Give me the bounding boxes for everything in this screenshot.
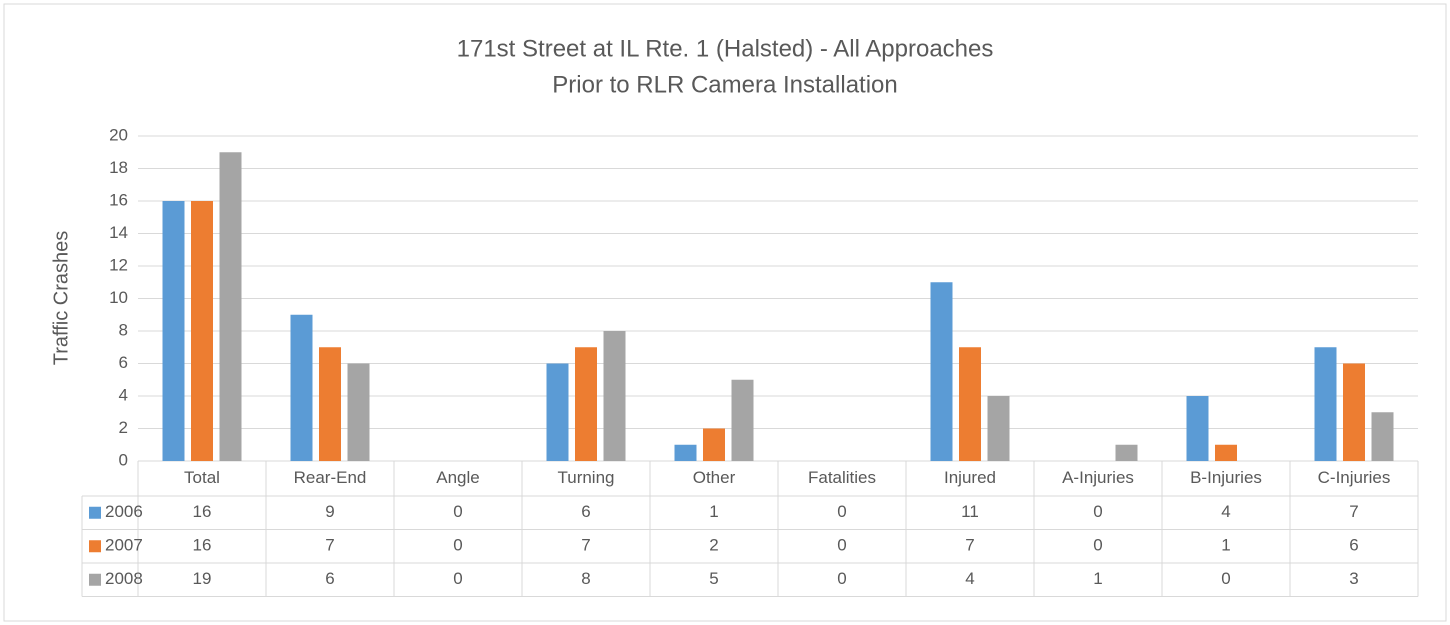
chart-subtitle: Prior to RLR Camera Installation (552, 71, 897, 98)
legend-label: 2008 (105, 569, 143, 588)
table-value: 7 (1349, 502, 1358, 521)
bar (219, 152, 242, 461)
x-tick-label: Turning (557, 468, 614, 487)
bar (703, 428, 725, 461)
bar (1215, 444, 1237, 461)
x-tick-label: Angle (436, 468, 479, 487)
bar (959, 347, 981, 461)
table-value: 4 (1221, 502, 1230, 521)
table-value: 1 (1093, 569, 1102, 588)
y-tick-label: 4 (119, 385, 128, 404)
chart-title: 171st Street at IL Rte. 1 (Halsted) - Al… (457, 35, 994, 62)
x-tick-label: Fatalities (808, 468, 876, 487)
table-value: 2 (709, 536, 718, 555)
x-tick-label: A-Injuries (1062, 468, 1134, 487)
x-tick-label: Rear-End (294, 468, 367, 487)
bar (546, 363, 569, 461)
y-tick-label: 16 (109, 190, 128, 209)
table-value: 3 (1349, 569, 1358, 588)
y-tick-label: 18 (109, 158, 128, 177)
table-value: 0 (837, 569, 846, 588)
table-value: 0 (1221, 569, 1230, 588)
table-value: 7 (581, 536, 590, 555)
y-tick-label: 20 (109, 125, 128, 144)
table-value: 0 (837, 502, 846, 521)
bar (1314, 347, 1337, 461)
y-tick-label: 10 (109, 288, 128, 307)
x-tick-label: Total (184, 468, 220, 487)
bar (290, 314, 313, 461)
y-tick-label: 14 (109, 223, 128, 242)
bar (319, 347, 341, 461)
table-value: 7 (325, 536, 334, 555)
table-value: 6 (325, 569, 334, 588)
bar (1371, 412, 1394, 461)
table-value: 7 (965, 536, 974, 555)
table-value: 5 (709, 569, 718, 588)
table-value: 0 (453, 569, 462, 588)
bar (162, 201, 185, 461)
bar (674, 444, 697, 461)
y-tick-label: 6 (119, 353, 128, 372)
y-tick-label: 0 (119, 450, 128, 469)
table-value: 19 (193, 569, 212, 588)
y-axis-label: Traffic Crashes (50, 231, 72, 365)
table-value: 0 (1093, 536, 1102, 555)
bar (930, 282, 953, 461)
table-value: 6 (581, 502, 590, 521)
bar (987, 396, 1010, 461)
table-value: 1 (709, 502, 718, 521)
y-tick-label: 2 (119, 418, 128, 437)
bar (1186, 396, 1209, 461)
y-tick-label: 8 (119, 320, 128, 339)
table-value: 0 (837, 536, 846, 555)
table-value: 16 (193, 502, 212, 521)
legend-label: 2006 (105, 502, 143, 521)
table-value: 11 (961, 502, 979, 521)
legend-swatch (89, 506, 101, 519)
table-value: 1 (1221, 536, 1230, 555)
legend-swatch (89, 573, 101, 586)
table-value: 6 (1349, 536, 1358, 555)
bar (1115, 444, 1138, 461)
x-tick-label: Injured (944, 468, 996, 487)
table-value: 0 (453, 502, 462, 521)
table-value: 9 (325, 502, 334, 521)
bar (575, 347, 597, 461)
table-value: 4 (965, 569, 974, 588)
chart-border (3, 3, 1447, 622)
y-tick-label: 12 (109, 255, 128, 274)
bar (1343, 363, 1365, 461)
legend-swatch (89, 540, 101, 553)
table-value: 8 (581, 569, 590, 588)
table-value: 0 (1093, 502, 1102, 521)
bar (191, 201, 213, 461)
table-value: 16 (193, 536, 212, 555)
x-tick-label: B-Injuries (1190, 468, 1262, 487)
bar (731, 379, 754, 461)
bar (603, 331, 626, 461)
legend-label: 2007 (105, 536, 143, 555)
x-tick-label: Other (693, 468, 736, 487)
bar (347, 363, 370, 461)
table-value: 0 (453, 536, 462, 555)
x-tick-label: C-Injuries (1318, 468, 1391, 487)
